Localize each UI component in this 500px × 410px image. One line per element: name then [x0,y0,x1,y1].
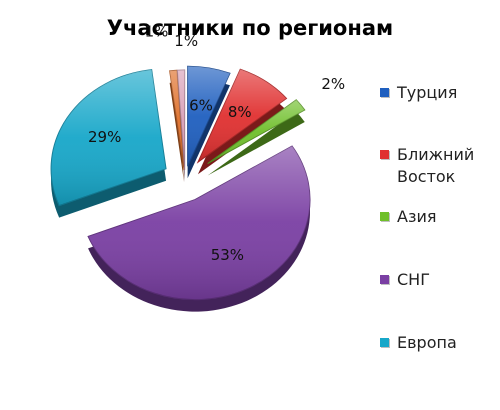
legend-swatch-asia [380,212,389,221]
legend-item-europe: Европа [380,332,457,354]
legend-label-asia: Азия [397,206,436,228]
legend-label-turkey: Турция [397,82,457,104]
legend-item-turkey: Турция [380,82,457,104]
data-label-middle-east: 8% [228,103,252,121]
legend-item-asia: Азия [380,206,436,228]
pie-slices [51,66,310,311]
data-label-turkey: 6% [189,96,213,114]
legend-item-cis: СНГ [380,269,430,291]
legend-label-middle-east: Ближний Восток [397,144,487,188]
data-label-small-b: 1% [174,32,198,50]
legend-swatch-middle-east [380,150,389,159]
legend-label-cis: СНГ [397,269,430,291]
legend-item-middle-east: Ближний Восток [380,144,487,188]
legend-swatch-turkey [380,88,389,97]
data-label-small-a: 1% [145,23,169,41]
data-label-europe: 29% [88,128,121,146]
legend-swatch-cis [380,275,389,284]
data-label-asia: 2% [321,75,345,93]
legend-swatch-europe [380,338,389,347]
legend-label-europe: Европа [397,332,457,354]
data-label-cis: 53% [211,246,244,264]
